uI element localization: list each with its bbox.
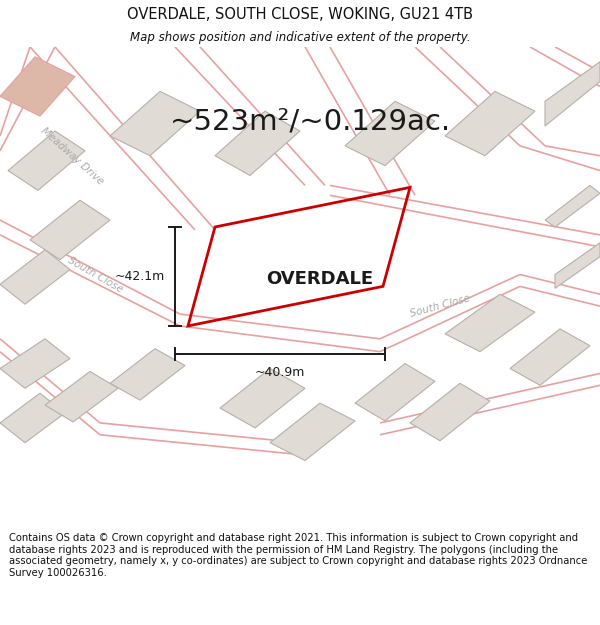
Text: Meadway Drive: Meadway Drive: [39, 125, 105, 186]
Polygon shape: [0, 250, 70, 304]
Polygon shape: [555, 242, 600, 288]
Polygon shape: [410, 383, 490, 441]
Text: South Close: South Close: [409, 293, 471, 319]
Polygon shape: [545, 186, 600, 227]
Text: ~40.9m: ~40.9m: [255, 366, 305, 379]
Text: OVERDALE: OVERDALE: [266, 271, 374, 288]
Polygon shape: [0, 393, 65, 442]
Polygon shape: [0, 339, 70, 388]
Text: Map shows position and indicative extent of the property.: Map shows position and indicative extent…: [130, 31, 470, 44]
Polygon shape: [270, 403, 355, 461]
Polygon shape: [0, 57, 75, 116]
Text: Contains OS data © Crown copyright and database right 2021. This information is : Contains OS data © Crown copyright and d…: [9, 533, 587, 578]
Polygon shape: [345, 101, 435, 166]
Polygon shape: [445, 294, 535, 352]
Polygon shape: [8, 131, 85, 191]
Polygon shape: [545, 62, 600, 126]
Text: ~42.1m: ~42.1m: [115, 270, 165, 283]
Polygon shape: [220, 369, 305, 428]
Polygon shape: [355, 364, 435, 421]
Text: OVERDALE, SOUTH CLOSE, WOKING, GU21 4TB: OVERDALE, SOUTH CLOSE, WOKING, GU21 4TB: [127, 6, 473, 21]
Polygon shape: [30, 200, 110, 259]
Polygon shape: [510, 329, 590, 385]
Polygon shape: [45, 371, 118, 422]
Text: ~523m²/~0.129ac.: ~523m²/~0.129ac.: [169, 107, 451, 135]
Polygon shape: [110, 349, 185, 400]
Polygon shape: [215, 111, 300, 176]
Polygon shape: [110, 91, 200, 156]
Text: South Close: South Close: [66, 254, 124, 294]
Polygon shape: [445, 91, 535, 156]
